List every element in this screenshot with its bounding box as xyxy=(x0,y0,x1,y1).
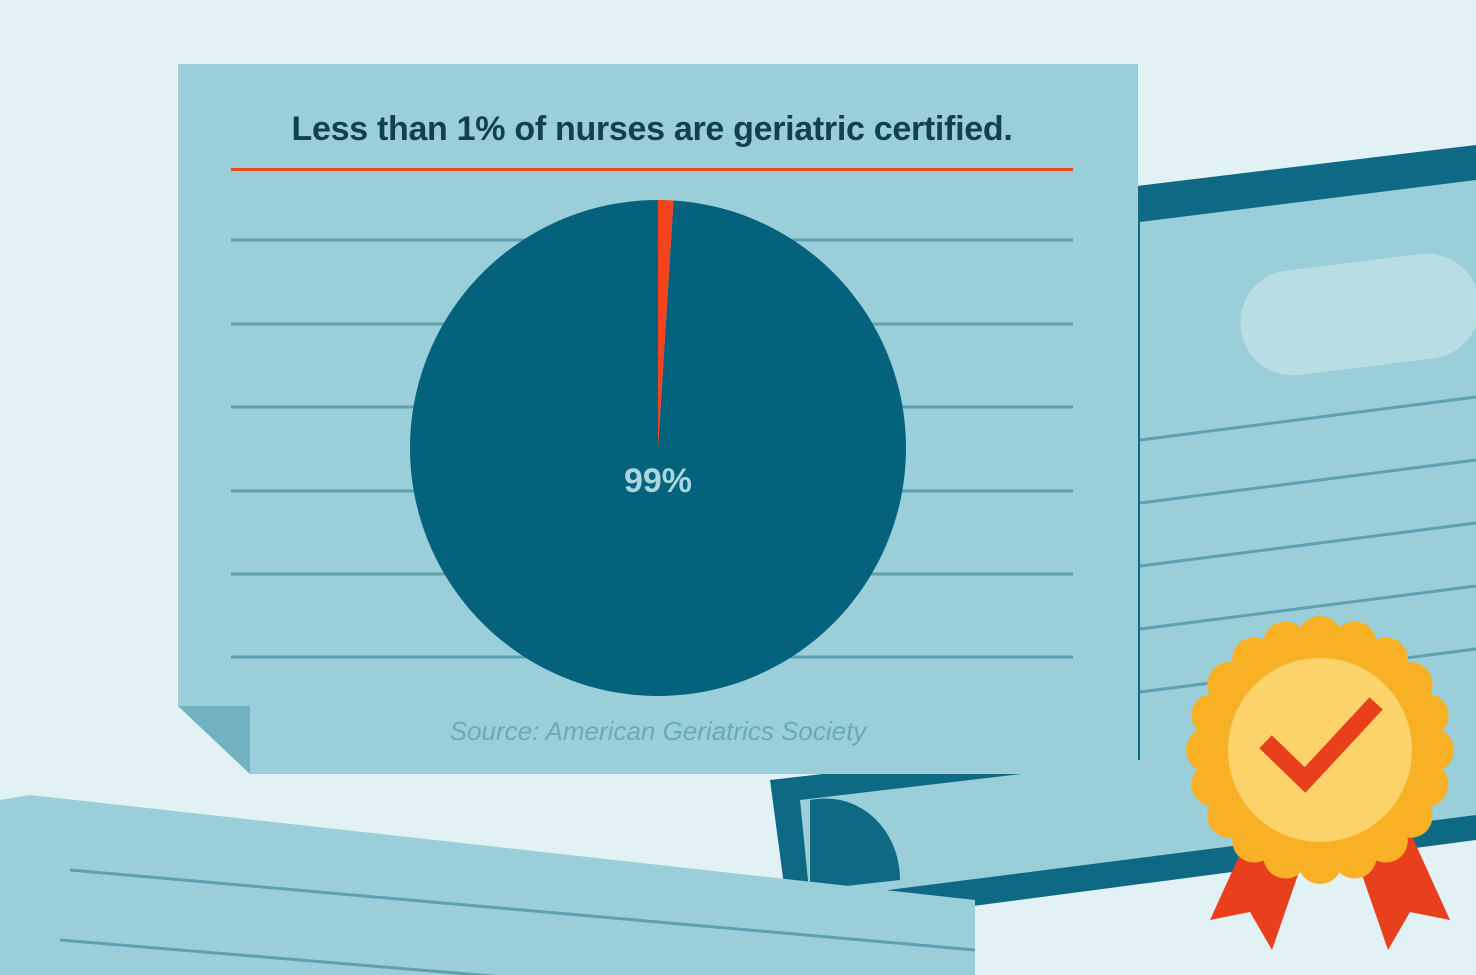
chart-source: Source: American Geriatrics Society xyxy=(449,716,867,746)
folded-corner xyxy=(178,706,250,774)
badge-center xyxy=(1228,658,1412,842)
lower-paper xyxy=(0,795,976,975)
certificate-name-line xyxy=(1240,253,1476,376)
pie-slices xyxy=(409,200,906,697)
pie-slice-label: 99% xyxy=(623,462,693,500)
pie-chart xyxy=(409,200,906,697)
chart-title: Less than 1% of nurses are geriatric cer… xyxy=(291,110,1013,148)
title-underline xyxy=(231,168,1073,171)
lower-paper-ruled-lines xyxy=(59,868,976,975)
pie-slice-not-certified xyxy=(409,200,906,697)
chart-card: Less than 1% of nurses are geriatric cer… xyxy=(178,64,1138,774)
pie-slice-certified xyxy=(658,200,674,448)
checkmark-icon xyxy=(1259,697,1383,793)
award-ribbon-checkmark-icon xyxy=(1186,616,1454,950)
